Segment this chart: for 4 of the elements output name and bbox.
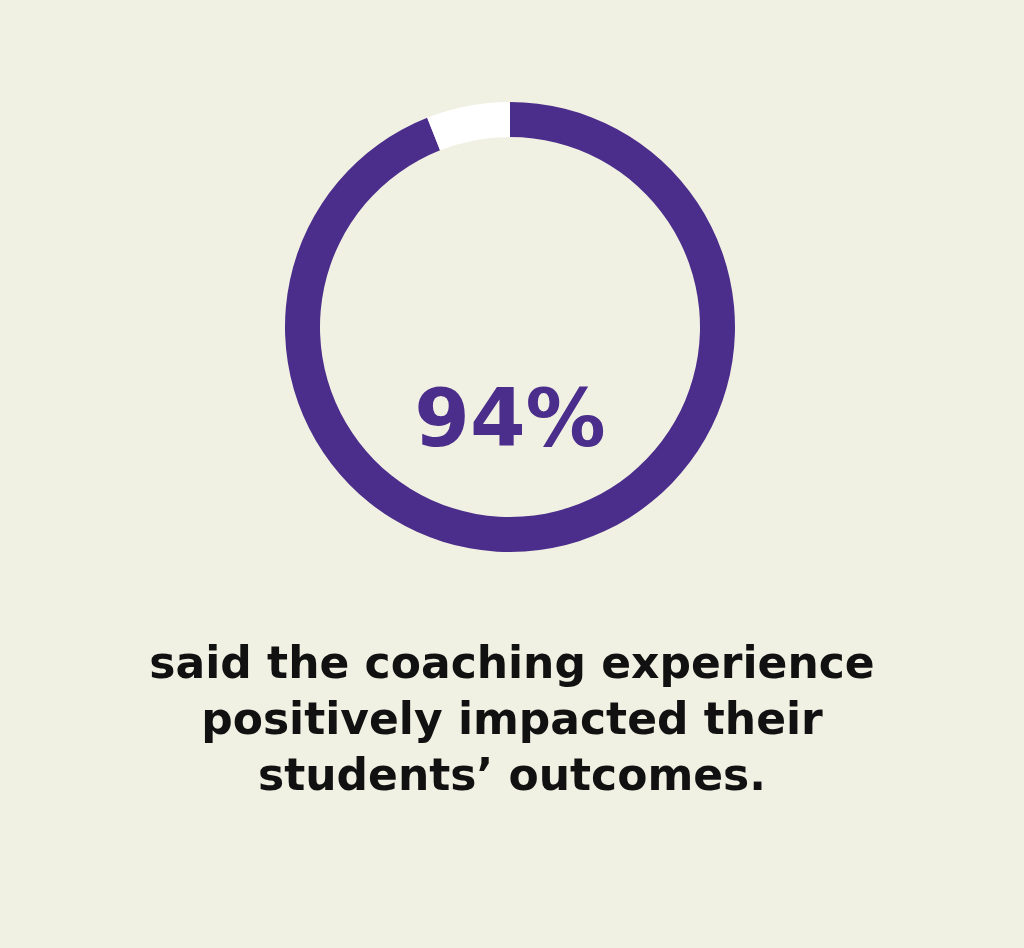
data-label: 94% <box>414 372 606 465</box>
text: said the coaching experience positively impacted their students’ outcomes. <box>149 637 875 800</box>
donut-slice <box>285 102 735 552</box>
donut-slice <box>427 102 510 151</box>
